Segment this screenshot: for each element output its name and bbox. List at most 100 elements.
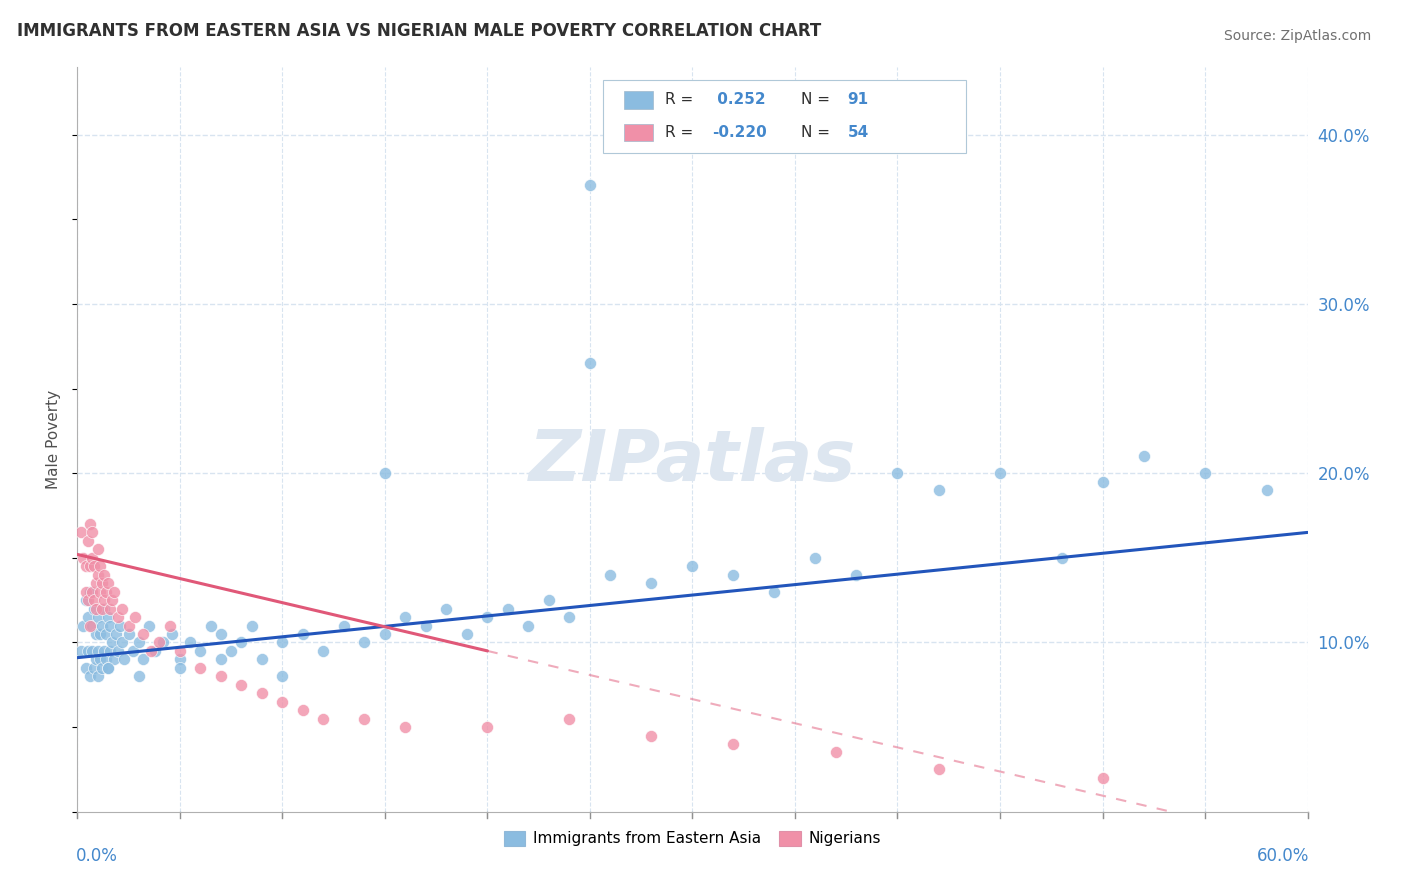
Text: N =: N = [801,125,835,140]
Point [537,593,560,607]
Point [640,576,662,591]
Point [436,601,458,615]
Point [80,525,103,540]
Point [928,483,950,497]
Point [599,567,621,582]
Point [219,644,242,658]
Point [110,618,132,632]
Text: Source: ZipAtlas.com: Source: ZipAtlas.com [1223,29,1371,43]
Text: 0.0%: 0.0% [76,847,118,865]
Text: ZIPatlas: ZIPatlas [529,427,856,496]
Point [682,559,704,574]
Point [579,178,602,193]
Point [928,763,950,777]
Point [84,652,107,666]
Point [75,593,97,607]
Text: -0.220: -0.220 [713,125,766,140]
Point [271,695,294,709]
Bar [624,91,654,109]
Point [83,661,105,675]
Point [312,644,335,658]
Point [70,525,93,540]
Point [415,618,437,632]
Point [169,652,191,666]
Point [121,644,143,658]
Point [101,593,124,607]
Point [83,601,105,615]
Point [117,627,139,641]
Point [312,712,335,726]
Point [496,601,519,615]
Point [374,466,396,480]
Point [80,550,103,565]
Point [558,610,581,624]
Point [105,627,128,641]
Point [988,466,1011,480]
Point [76,533,98,548]
Point [101,635,124,649]
Point [90,576,114,591]
Point [89,652,111,666]
Point [87,669,110,683]
Point [76,644,98,658]
Point [188,661,212,675]
Text: 60.0%: 60.0% [1257,847,1309,865]
Point [87,567,110,582]
Text: R =: R = [665,125,699,140]
Point [845,567,868,582]
Point [72,618,94,632]
Point [825,746,848,760]
Point [250,652,273,666]
Point [93,593,115,607]
Point [75,661,97,675]
Point [271,669,294,683]
Point [107,644,129,658]
Point [79,516,101,531]
Point [93,644,115,658]
Point [169,661,191,675]
Point [1091,475,1114,489]
Point [89,559,111,574]
Point [209,652,232,666]
Point [1050,550,1073,565]
Point [103,584,125,599]
Point [79,618,101,632]
Point [209,669,232,683]
Point [159,618,181,632]
Point [333,618,356,632]
Legend: Immigrants from Eastern Asia, Nigerians: Immigrants from Eastern Asia, Nigerians [498,825,887,853]
Point [90,661,114,675]
Point [200,618,222,632]
Point [76,593,98,607]
Point [1256,483,1278,497]
Point [291,627,314,641]
Point [111,601,134,615]
Point [558,712,581,726]
Point [886,466,908,480]
Point [240,618,263,632]
Point [128,669,150,683]
Point [93,567,115,582]
Point [83,559,105,574]
Point [80,584,103,599]
Point [1091,771,1114,785]
Point [84,627,107,641]
Point [114,652,136,666]
Point [83,593,105,607]
Point [90,618,114,632]
Y-axis label: Male Poverty: Male Poverty [46,390,62,489]
Point [250,686,273,700]
Point [804,550,827,565]
Point [394,720,416,734]
Point [98,644,121,658]
Text: IMMIGRANTS FROM EASTERN ASIA VS NIGERIAN MALE POVERTY CORRELATION CHART: IMMIGRANTS FROM EASTERN ASIA VS NIGERIAN… [17,22,821,40]
Point [97,661,120,675]
Point [138,618,160,632]
Point [89,584,111,599]
Point [640,729,662,743]
Point [93,601,115,615]
Text: N =: N = [801,92,835,107]
Point [87,610,110,624]
Text: R =: R = [665,92,699,107]
Point [517,618,540,632]
